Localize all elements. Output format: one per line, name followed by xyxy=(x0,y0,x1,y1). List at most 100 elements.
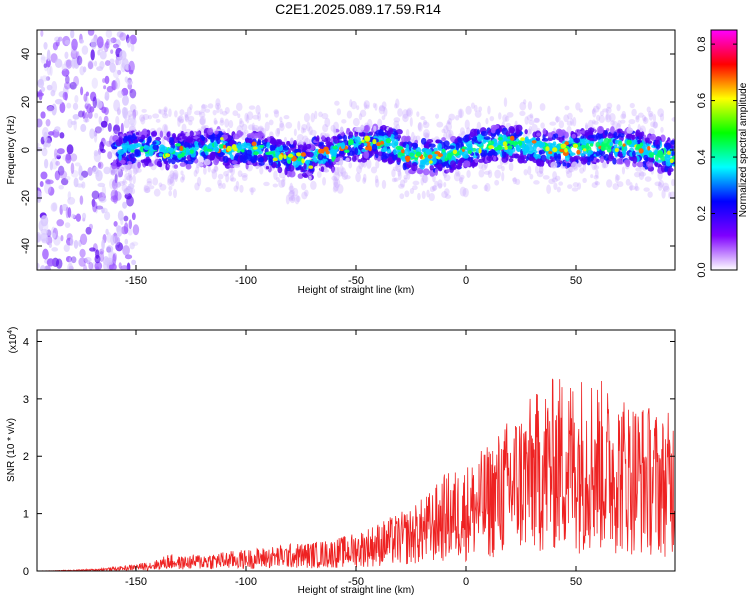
spectrogram-cell xyxy=(494,179,500,186)
spectrogram-cell xyxy=(285,121,293,129)
spectrogram-cell xyxy=(332,176,339,187)
spectrogram-cell xyxy=(116,107,121,116)
spectrogram-cell xyxy=(64,222,71,229)
spectrogram-cell xyxy=(54,36,61,43)
snr-panel: -150 -100 -50 0 50 0 1 2 3 4 Height of straight … xyxy=(6,327,676,596)
spectrogram-cell xyxy=(444,157,448,162)
spectrogram-cell xyxy=(37,78,45,88)
spectrogram-cell xyxy=(647,110,654,118)
spectrogram-cell xyxy=(638,131,643,140)
spectrogram-cell xyxy=(304,159,311,165)
spectrogram-cell xyxy=(121,95,129,106)
spectrogram-cell xyxy=(374,103,378,111)
spectrogram-cell xyxy=(663,185,670,193)
spectrogram-cell xyxy=(635,167,642,172)
spectrogram-cell xyxy=(46,105,55,112)
spectrogram-cell xyxy=(117,69,122,76)
spectrogram-cell xyxy=(70,30,75,39)
spectrogram-cell xyxy=(177,116,183,122)
spectrogram-cell xyxy=(214,146,220,153)
spectrogram-cell xyxy=(662,182,670,191)
spectrogram-cell xyxy=(371,143,378,152)
spectrogram-cell xyxy=(474,158,479,163)
spectrogram-cell xyxy=(231,160,238,165)
spectrogram-cell xyxy=(72,102,79,111)
spectrogram-cell xyxy=(67,191,72,201)
spectrogram-cell xyxy=(132,167,138,175)
spectrogram-cell xyxy=(67,196,76,205)
spectrogram-cell xyxy=(554,175,561,181)
spectrogram-cell xyxy=(221,182,226,189)
spectrogram-cell xyxy=(184,114,190,123)
spectrogram-x-tick-label: -50 xyxy=(348,275,364,287)
spectrogram-cell xyxy=(397,146,404,151)
spectrogram-cell xyxy=(310,180,317,190)
spectrogram-cell xyxy=(603,154,610,161)
spectrogram-cell xyxy=(65,206,69,219)
spectrogram-cell xyxy=(363,100,370,109)
spectrogram-cell xyxy=(599,156,605,164)
spectrogram-cell xyxy=(68,257,72,269)
spectrogram-cell xyxy=(462,135,470,143)
spectrogram-cell xyxy=(577,182,582,190)
spectrogram-cell xyxy=(90,38,97,50)
spectrogram-cell xyxy=(46,84,53,91)
spectrogram-cell xyxy=(597,134,604,139)
spectrogram-x-tick-label: -100 xyxy=(235,275,257,287)
spectrogram-cell xyxy=(484,182,491,192)
spectrogram-cell xyxy=(397,134,402,139)
spectrogram-cell xyxy=(279,122,285,132)
spectrogram-cell xyxy=(428,160,433,164)
spectrogram-cell xyxy=(103,85,107,90)
colorbar-ticks: 0.0 0.2 0.4 0.6 0.8 xyxy=(696,36,737,278)
spectrogram-cell xyxy=(283,114,290,120)
spectrogram-cell xyxy=(129,163,136,169)
spectrogram-cell xyxy=(146,180,153,186)
spectrogram-cell xyxy=(497,144,502,151)
spectrogram-cell xyxy=(536,170,544,178)
spectrogram-cell xyxy=(87,30,95,36)
spectrogram-cell xyxy=(67,118,73,129)
spectrogram-cell xyxy=(404,155,411,160)
spectrogram-cell xyxy=(670,140,675,145)
spectrogram-cell xyxy=(127,161,133,165)
spectrogram-cell xyxy=(211,169,218,180)
spectrogram-cell xyxy=(291,194,296,202)
spectrogram-cell xyxy=(552,141,557,146)
spectrogram-cell xyxy=(274,147,279,156)
spectrogram-cell xyxy=(325,150,330,155)
spectrogram-cell xyxy=(386,148,392,154)
spectrogram-cell xyxy=(421,190,426,200)
spectrogram-cell xyxy=(51,81,58,93)
spectrogram-cell xyxy=(626,139,632,145)
spectrogram-cell xyxy=(610,120,615,126)
spectrogram-cell xyxy=(494,169,501,179)
spectrogram-cell xyxy=(614,173,619,184)
spectrogram-cell xyxy=(529,173,534,180)
spectrogram-cell xyxy=(49,161,53,171)
spectrogram-cell xyxy=(233,185,239,192)
spectrogram-cell xyxy=(620,133,625,138)
spectrogram-cell xyxy=(471,184,478,190)
spectrogram-cell xyxy=(354,147,359,155)
spectrogram-cell xyxy=(292,187,299,197)
spectrogram-cell xyxy=(287,153,294,158)
spectrogram-cell xyxy=(608,138,612,142)
spectrogram-cell xyxy=(405,160,412,168)
spectrogram-cell xyxy=(66,144,74,155)
spectrogram-cell xyxy=(423,132,430,139)
spectrogram-cell xyxy=(42,248,49,260)
snr-x-axis-label: Height of straight line (km) xyxy=(298,585,415,596)
spectrogram-cell xyxy=(466,170,471,178)
spectrogram-cell xyxy=(162,123,169,134)
spectrogram-cell xyxy=(441,137,446,142)
spectrogram-cell xyxy=(391,140,397,149)
spectrogram-cell xyxy=(132,133,136,141)
spectrogram-cell xyxy=(219,119,225,126)
spectrogram-cell xyxy=(364,142,368,147)
spectrogram-cell xyxy=(152,113,160,119)
spectrogram-cell xyxy=(615,174,621,181)
spectrogram-cell xyxy=(40,54,46,64)
spectrogram-cell xyxy=(567,184,573,190)
spectrogram-cell xyxy=(70,153,78,162)
